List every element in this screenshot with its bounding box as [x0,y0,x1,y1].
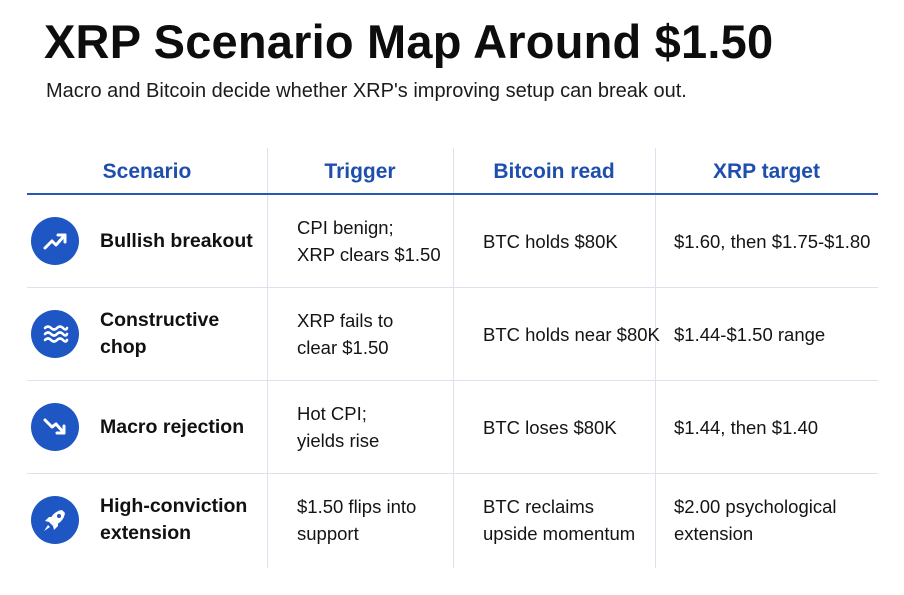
table-row: High-conviction extension $1.50 flips in… [27,474,878,566]
scenario-cell: Constructive chop [27,288,267,380]
xrp-target-cell: $2.00 psychological extension [674,496,837,544]
scenario-cell: Bullish breakout [27,195,267,287]
column-divider [267,148,268,568]
trending-down-icon [31,403,79,451]
scenario-label: Bullish breakout [100,229,253,252]
trigger-cell: XRP fails to clear $1.50 [297,310,394,358]
page-subtitle: Macro and Bitcoin decide whether XRP's i… [46,80,687,102]
scenario-label: Constructive chop [100,309,220,358]
scenario-label: Macro rejection [100,415,245,438]
trigger-cell: CPI benign; XRP clears $1.50 [297,217,441,265]
column-header-trigger: Trigger [324,159,396,183]
bitcoin-read-cell: BTC reclaims upside momentum [483,496,636,544]
waves-icon [31,310,79,358]
trigger-cell: Hot CPI; yields rise [297,403,380,451]
column-divider [453,148,454,568]
xrp-target-cell: $1.44-$1.50 range [674,323,826,345]
bitcoin-read-cell: BTC loses $80K [483,416,617,438]
xrp-target-cell: $1.60, then $1.75-$1.80 [674,230,871,252]
table-header: Scenario Trigger Bitcoin read XRP target [27,148,878,195]
column-divider [655,148,656,568]
scenario-cell: High-conviction extension [27,474,267,566]
scenario-table: Scenario Trigger Bitcoin read XRP target… [27,148,878,566]
column-header-bitcoin-read: Bitcoin read [493,159,615,183]
bitcoin-read-cell: BTC holds $80K [483,230,618,252]
scenario-label: High-conviction extension [100,495,248,544]
column-header-scenario: Scenario [102,159,192,183]
table-row: Bullish breakout CPI benign; XRP clears … [27,195,878,288]
trigger-cell: $1.50 flips into support [297,496,417,544]
bitcoin-read-cell: BTC holds near $80K [483,323,660,345]
table-row: Macro rejection Hot CPI; yields rise BTC… [27,381,878,474]
trending-up-icon [31,217,79,265]
column-header-xrp-target: XRP target [713,159,820,183]
rocket-icon [31,496,79,544]
scenario-cell: Macro rejection [27,381,267,473]
xrp-target-cell: $1.44, then $1.40 [674,416,819,438]
page-title: XRP Scenario Map Around $1.50 [44,15,774,68]
table-row: Constructive chop XRP fails to clear $1.… [27,288,878,381]
